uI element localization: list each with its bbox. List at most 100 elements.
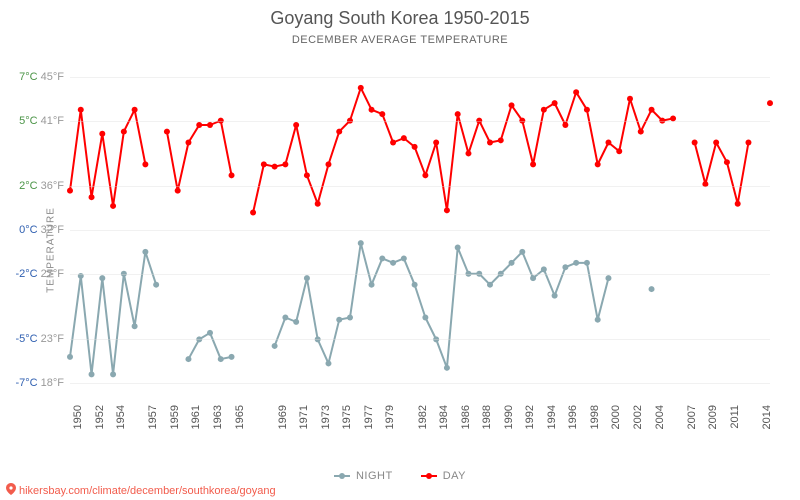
series-line-day bbox=[70, 110, 145, 206]
x-tick-label: 2002 bbox=[626, 405, 644, 429]
series-marker-day bbox=[465, 150, 471, 156]
series-marker-night bbox=[325, 360, 331, 366]
series-marker-night bbox=[422, 315, 428, 321]
series-marker-night bbox=[185, 356, 191, 362]
series-marker-day bbox=[638, 129, 644, 135]
series-marker-night bbox=[347, 315, 353, 321]
series-marker-night bbox=[272, 343, 278, 349]
series-marker-day bbox=[422, 172, 428, 178]
x-tick-label: 1990 bbox=[497, 405, 515, 429]
gridline bbox=[70, 339, 770, 340]
series-marker-day bbox=[541, 107, 547, 113]
x-tick-label: 1992 bbox=[518, 405, 536, 429]
series-marker-day bbox=[562, 122, 568, 128]
series-marker-night bbox=[142, 249, 148, 255]
plot-area: -7°C 18°F-5°C 23°F-2°C 27°F0°C 32°F2°C 3… bbox=[70, 55, 770, 405]
series-marker-night bbox=[207, 330, 213, 336]
series-marker-day bbox=[616, 148, 622, 154]
gridline bbox=[70, 77, 770, 78]
series-marker-day bbox=[724, 159, 730, 165]
x-tick-label: 1975 bbox=[335, 405, 353, 429]
y-tick-label: -7°C 18°F bbox=[15, 377, 70, 389]
attribution: hikersbay.com/climate/december/southkore… bbox=[6, 483, 276, 498]
x-tick-label: 1994 bbox=[540, 405, 558, 429]
series-marker-day bbox=[336, 129, 342, 135]
series-marker-day bbox=[509, 102, 515, 108]
x-tick-label: 1965 bbox=[228, 405, 246, 429]
x-tick-label: 1954 bbox=[109, 405, 127, 429]
series-marker-day bbox=[229, 172, 235, 178]
series-marker-night bbox=[379, 255, 385, 261]
series-marker-day bbox=[207, 122, 213, 128]
y-tick-label: 2°C 36°F bbox=[19, 180, 70, 192]
series-marker-day bbox=[433, 140, 439, 146]
series-marker-day bbox=[401, 135, 407, 141]
y-tick-label: -5°C 23°F bbox=[15, 333, 70, 345]
gridline bbox=[70, 274, 770, 275]
series-marker-day bbox=[530, 161, 536, 167]
series-marker-day bbox=[185, 140, 191, 146]
series-marker-night bbox=[509, 260, 515, 266]
x-tick-label: 1982 bbox=[411, 405, 429, 429]
series-marker-day bbox=[745, 140, 751, 146]
series-marker-night bbox=[369, 282, 375, 288]
y-tick-label: -2°C 27°F bbox=[15, 268, 70, 280]
series-marker-day bbox=[164, 129, 170, 135]
series-marker-night bbox=[487, 282, 493, 288]
series-marker-night bbox=[110, 371, 116, 377]
series-marker-day bbox=[110, 203, 116, 209]
series-marker-day bbox=[573, 89, 579, 95]
series-marker-day bbox=[390, 140, 396, 146]
x-tick-label: 1971 bbox=[292, 405, 310, 429]
series-marker-night bbox=[89, 371, 95, 377]
series-marker-day bbox=[487, 140, 493, 146]
x-tick-label: 1984 bbox=[432, 405, 450, 429]
series-marker-day bbox=[552, 100, 558, 106]
series-marker-day bbox=[282, 161, 288, 167]
series-marker-day bbox=[595, 161, 601, 167]
legend: NIGHT DAY bbox=[0, 468, 800, 482]
series-marker-day bbox=[261, 161, 267, 167]
series-marker-night bbox=[541, 266, 547, 272]
gridline bbox=[70, 121, 770, 122]
x-tick-label: 1963 bbox=[206, 405, 224, 429]
series-marker-night bbox=[132, 323, 138, 329]
series-marker-night bbox=[336, 317, 342, 323]
x-tick-label: 2011 bbox=[723, 405, 741, 429]
series-marker-day bbox=[692, 140, 698, 146]
x-tick-label: 1952 bbox=[88, 405, 106, 429]
series-marker-day bbox=[584, 107, 590, 113]
series-marker-day bbox=[99, 131, 105, 137]
series-marker-day bbox=[498, 137, 504, 143]
gridline bbox=[70, 383, 770, 384]
series-marker-day bbox=[369, 107, 375, 113]
legend-label-day: DAY bbox=[443, 470, 466, 482]
map-pin-icon bbox=[6, 483, 16, 498]
series-marker-night bbox=[390, 260, 396, 266]
series-marker-day bbox=[315, 201, 321, 207]
series-marker-day bbox=[735, 201, 741, 207]
series-marker-night bbox=[67, 354, 73, 360]
series-marker-night bbox=[605, 275, 611, 281]
series-marker-night bbox=[153, 282, 159, 288]
x-tick-label: 1988 bbox=[475, 405, 493, 429]
y-axis-label: TEMPERATURE bbox=[45, 207, 56, 293]
gridline bbox=[70, 230, 770, 231]
series-marker-night bbox=[519, 249, 525, 255]
series-marker-day bbox=[250, 210, 256, 216]
series-marker-night bbox=[218, 356, 224, 362]
x-tick-label: 1979 bbox=[378, 405, 396, 429]
series-marker-day bbox=[605, 140, 611, 146]
series-line-day bbox=[253, 88, 673, 213]
legend-label-night: NIGHT bbox=[356, 470, 393, 482]
series-marker-day bbox=[379, 111, 385, 117]
series-marker-day bbox=[358, 85, 364, 91]
legend-marker-night bbox=[334, 475, 350, 477]
y-tick-label: 5°C 41°F bbox=[19, 115, 70, 127]
series-marker-day bbox=[132, 107, 138, 113]
series-marker-night bbox=[584, 260, 590, 266]
series-marker-day bbox=[649, 107, 655, 113]
chart-subtitle: DECEMBER AVERAGE TEMPERATURE bbox=[0, 34, 800, 46]
series-marker-day bbox=[89, 194, 95, 200]
series-marker-night bbox=[530, 275, 536, 281]
